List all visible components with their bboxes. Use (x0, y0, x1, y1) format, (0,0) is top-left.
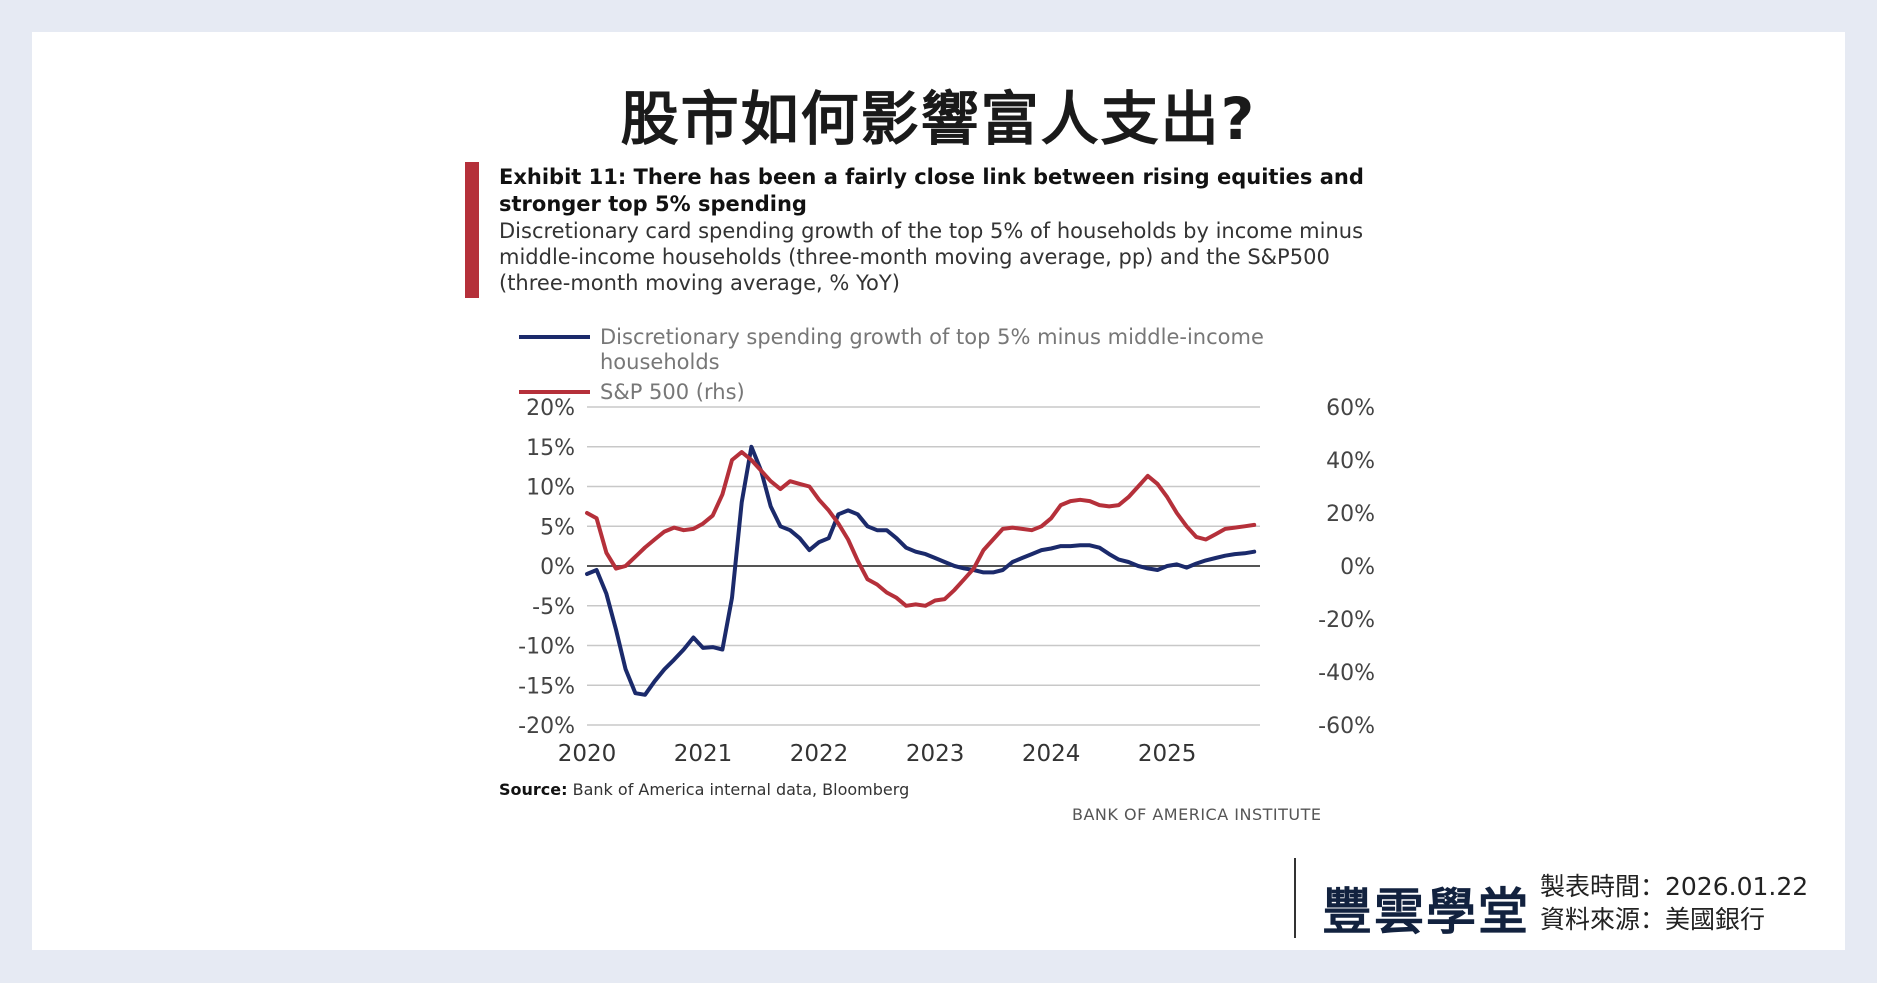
y-tick-right: -40% (1318, 661, 1375, 686)
institute-label: BANK OF AMERICA INSTITUTE (1072, 805, 1322, 824)
brand-logo: 豐雲學堂 (1322, 883, 1530, 941)
y-tick-left: 10% (526, 476, 575, 501)
y-tick-right: -20% (1318, 608, 1375, 633)
x-tick: 2022 (790, 741, 849, 767)
source-note: Source: Bank of America internal data, B… (499, 780, 909, 799)
y-tick-right: 40% (1326, 449, 1375, 474)
footer-divider (1294, 858, 1296, 938)
y-tick-right: 20% (1326, 502, 1375, 527)
legend-label: Discretionary spending growth of top 5% … (600, 325, 1264, 374)
y-tick-left: -10% (518, 635, 575, 660)
data-source: 資料來源：美國銀行 (1540, 905, 1766, 934)
x-tick: 2021 (674, 741, 733, 767)
series-line-sp500 (585, 450, 1257, 608)
x-tick: 2023 (906, 741, 965, 767)
exhibit-heading: Exhibit 11: There has been a fairly clos… (499, 165, 1364, 216)
y-tick-left: 20% (526, 396, 575, 421)
y-tick-left: 5% (540, 515, 575, 540)
y-tick-right: 0% (1340, 555, 1375, 580)
y-tick-right: -60% (1318, 714, 1375, 739)
y-tick-right: 60% (1326, 396, 1375, 421)
exhibit-subtitle: Discretionary card spending growth of th… (499, 219, 1364, 295)
page-title: 股市如何影響富人支出? (620, 85, 1257, 153)
y-tick-left: -20% (518, 714, 575, 739)
source-label: Source: (499, 780, 568, 799)
x-tick: 2025 (1138, 741, 1197, 767)
legend-label: S&P 500 (rhs) (600, 380, 745, 404)
y-tick-left: 15% (526, 436, 575, 461)
x-tick: 2024 (1022, 741, 1081, 767)
exhibit-accent-bar (465, 162, 479, 298)
y-tick-left: 0% (540, 555, 575, 580)
y-tick-left: -15% (518, 674, 575, 699)
source-text: Bank of America internal data, Bloomberg (572, 780, 910, 799)
x-tick: 2020 (558, 741, 617, 767)
made-time: 製表時間：2026.01.22 (1540, 872, 1809, 901)
series-line-spending (585, 444, 1257, 697)
chart: 20% 15% 10% 5% 0% -5% -10% -15% -20% 60% 40% 20% 0% -… (518, 325, 1375, 767)
y-tick-left: -5% (532, 595, 575, 620)
meta-info: 製表時間：2026.01.22 資料來源：美國銀行 (1540, 870, 1808, 936)
content-card: 股市如何影響富人支出? Exhibit 11: There has been a… (32, 32, 1845, 950)
